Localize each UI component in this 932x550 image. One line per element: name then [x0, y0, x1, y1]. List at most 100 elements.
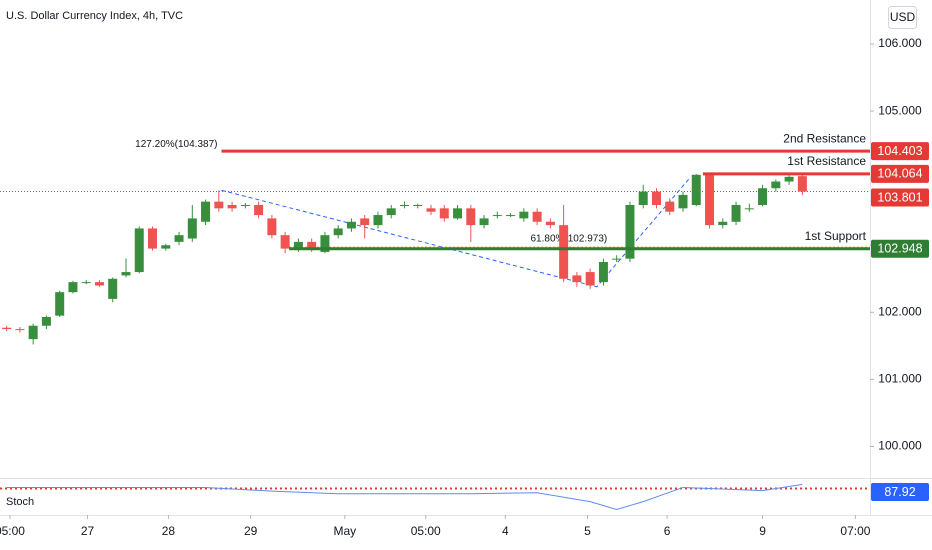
y-tick-label: 106.000 — [878, 36, 922, 50]
candle-body — [227, 204, 237, 209]
candle-body — [346, 221, 356, 229]
candle-body — [797, 176, 807, 192]
candle-body — [718, 221, 728, 226]
candle-body — [360, 218, 370, 226]
x-tick-label: 07:00 — [840, 524, 870, 538]
candle-body — [108, 278, 118, 299]
candle-body — [585, 272, 595, 286]
candle-body — [532, 211, 542, 222]
candle-body — [373, 215, 383, 226]
candle-body — [187, 218, 197, 239]
candle-body — [705, 174, 715, 226]
level-label: 1st Resistance — [787, 154, 866, 168]
currency-box[interactable] — [888, 6, 917, 29]
candle-body — [784, 176, 794, 182]
fib-trend-line — [221, 177, 691, 288]
price-badge — [871, 483, 929, 501]
x-tick-label: 29 — [244, 524, 258, 538]
fib-label: 127.20%(104.387) — [135, 139, 217, 150]
x-tick-label: 05:00 — [0, 524, 25, 538]
candle-body — [638, 191, 648, 205]
candle-body — [2, 327, 12, 330]
level-label: 1st Support — [805, 229, 867, 243]
candle-body — [320, 235, 330, 252]
candle-body — [758, 188, 768, 205]
price-badge-label: 103.801 — [877, 190, 922, 204]
candle-body — [386, 208, 396, 216]
price-badge — [871, 142, 929, 161]
candle-body — [492, 215, 502, 217]
candle-body — [201, 201, 211, 222]
candle-body — [479, 218, 489, 226]
candle-body — [254, 204, 264, 216]
x-tick-label: 28 — [162, 524, 176, 538]
candle-body — [94, 282, 104, 286]
candle-body — [519, 211, 529, 219]
x-tick-label: 05:00 — [411, 524, 441, 538]
price-badge-label: 87.92 — [884, 485, 915, 499]
x-tick-label: 4 — [502, 524, 509, 538]
stoch-label: Stoch — [6, 496, 34, 508]
candle-body — [678, 194, 688, 209]
candle-body — [15, 329, 25, 331]
candle-body — [426, 208, 436, 212]
x-tick-label: 9 — [759, 524, 766, 538]
price-badge — [871, 164, 929, 183]
candle-body — [413, 204, 423, 206]
price-badge — [871, 188, 929, 207]
candle-body — [625, 204, 635, 259]
price-badge-label: 102.948 — [877, 242, 922, 256]
candle-body — [598, 262, 608, 283]
candle-body — [506, 215, 516, 217]
candle-body — [399, 204, 409, 206]
candle-body — [148, 228, 158, 249]
candle-body — [161, 245, 171, 249]
candle-body — [174, 235, 184, 242]
candle-body — [280, 235, 290, 249]
candle-body — [28, 325, 38, 340]
candle-body — [691, 174, 701, 205]
level-label: 2nd Resistance — [783, 131, 866, 145]
candle-body — [439, 208, 449, 219]
candle-body — [665, 201, 675, 212]
chart-title: U.S. Dollar Currency Index, 4h, TVC — [6, 10, 183, 22]
x-tick-label: May — [333, 524, 356, 538]
candle-body — [651, 191, 661, 205]
candle-body — [293, 241, 303, 249]
x-tick-label: 6 — [664, 524, 671, 538]
price-badge-label: 104.403 — [877, 144, 922, 158]
candle-body — [771, 181, 781, 189]
candle-body — [267, 218, 277, 236]
candle-body — [545, 221, 555, 226]
candle-body — [55, 292, 65, 316]
candle-body — [307, 241, 317, 249]
candle-body — [333, 228, 343, 236]
candle-body — [731, 204, 741, 222]
y-tick-label: 100.000 — [878, 439, 922, 453]
x-tick-label: 5 — [584, 524, 591, 538]
candle-body — [134, 228, 144, 273]
candle-body — [572, 275, 582, 283]
candle-body — [466, 208, 476, 226]
y-tick-label: 102.000 — [878, 304, 922, 318]
fib-label: 61.80%(102.973) — [530, 234, 607, 245]
y-tick-label: 101.000 — [878, 372, 922, 386]
candle-body — [68, 282, 78, 293]
candle-body — [121, 272, 131, 276]
candle-body — [612, 258, 622, 260]
price-badge — [871, 239, 929, 258]
x-tick-label: 27 — [81, 524, 95, 538]
price-badge-label: 104.064 — [877, 167, 922, 181]
candle-body — [559, 225, 569, 279]
stoch-line — [6, 483, 803, 511]
candle-body — [744, 208, 754, 210]
candle-body — [240, 204, 250, 206]
candle-body — [81, 282, 91, 284]
candle-body — [41, 317, 51, 326]
candle-body — [453, 208, 463, 219]
y-tick-label: 105.000 — [878, 103, 922, 117]
currency[interactable]: USD — [890, 10, 916, 24]
candle-body — [214, 201, 224, 209]
